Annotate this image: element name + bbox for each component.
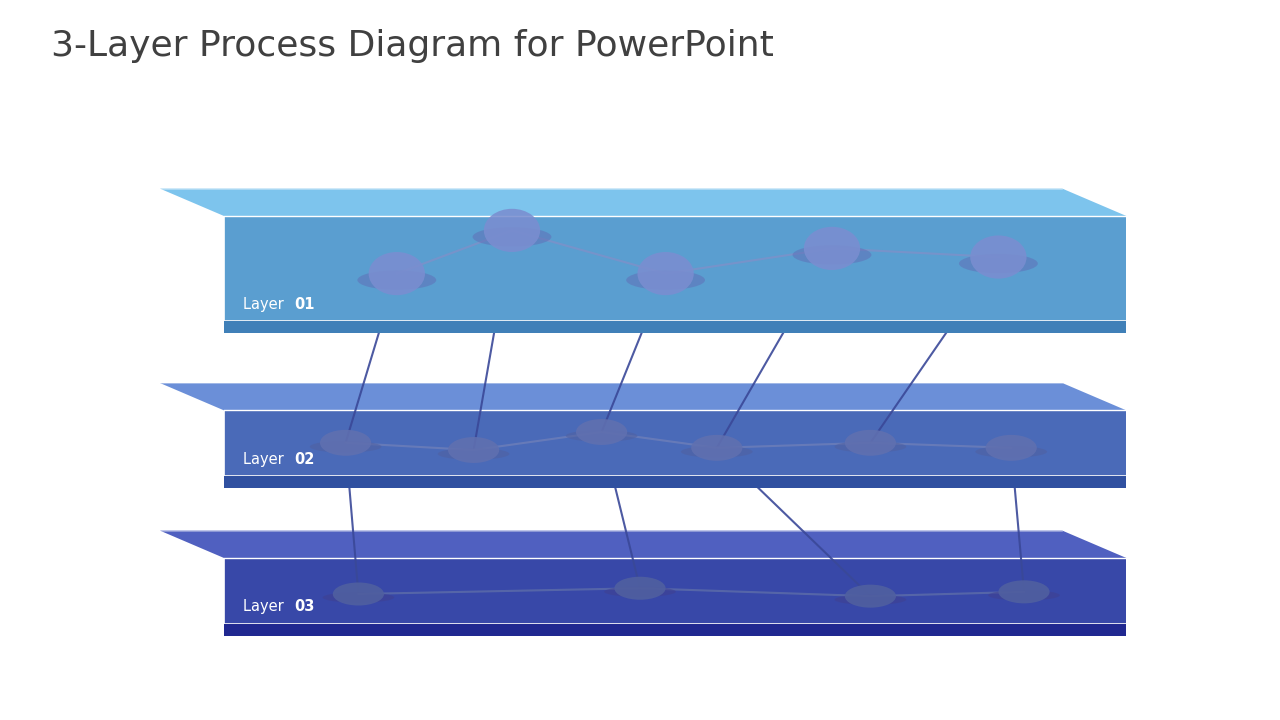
Text: 03: 03 [294, 599, 315, 614]
Ellipse shape [986, 435, 1037, 461]
Polygon shape [160, 383, 1126, 410]
Ellipse shape [310, 441, 381, 453]
Ellipse shape [357, 271, 436, 290]
Ellipse shape [566, 430, 637, 442]
Ellipse shape [804, 227, 860, 270]
Ellipse shape [614, 577, 666, 600]
Ellipse shape [576, 419, 627, 445]
Ellipse shape [970, 235, 1027, 279]
Ellipse shape [988, 590, 1060, 600]
Ellipse shape [369, 252, 425, 295]
Ellipse shape [438, 448, 509, 460]
Ellipse shape [333, 582, 384, 606]
Ellipse shape [448, 437, 499, 463]
Polygon shape [224, 216, 1126, 320]
Ellipse shape [845, 430, 896, 456]
Text: Layer: Layer [243, 599, 288, 614]
Ellipse shape [484, 209, 540, 252]
Ellipse shape [637, 252, 694, 295]
Ellipse shape [975, 446, 1047, 458]
Ellipse shape [959, 254, 1038, 273]
Text: 01: 01 [294, 297, 315, 312]
Ellipse shape [845, 585, 896, 608]
Ellipse shape [835, 595, 906, 605]
Ellipse shape [691, 435, 742, 461]
Polygon shape [160, 189, 1126, 216]
Ellipse shape [998, 580, 1050, 603]
Text: Layer: Layer [243, 451, 288, 467]
Ellipse shape [604, 587, 676, 597]
Polygon shape [160, 531, 1126, 558]
Text: Layer: Layer [243, 297, 288, 312]
Ellipse shape [681, 446, 753, 458]
Polygon shape [224, 410, 1126, 475]
Polygon shape [224, 558, 1126, 623]
Polygon shape [224, 475, 1126, 488]
Ellipse shape [472, 228, 552, 246]
Ellipse shape [626, 271, 705, 290]
Polygon shape [224, 623, 1126, 636]
Ellipse shape [835, 441, 906, 453]
Text: 02: 02 [294, 451, 315, 467]
Ellipse shape [323, 593, 394, 603]
Text: 3-Layer Process Diagram for PowerPoint: 3-Layer Process Diagram for PowerPoint [51, 29, 774, 63]
Polygon shape [224, 320, 1126, 333]
Ellipse shape [792, 246, 872, 265]
Ellipse shape [320, 430, 371, 456]
